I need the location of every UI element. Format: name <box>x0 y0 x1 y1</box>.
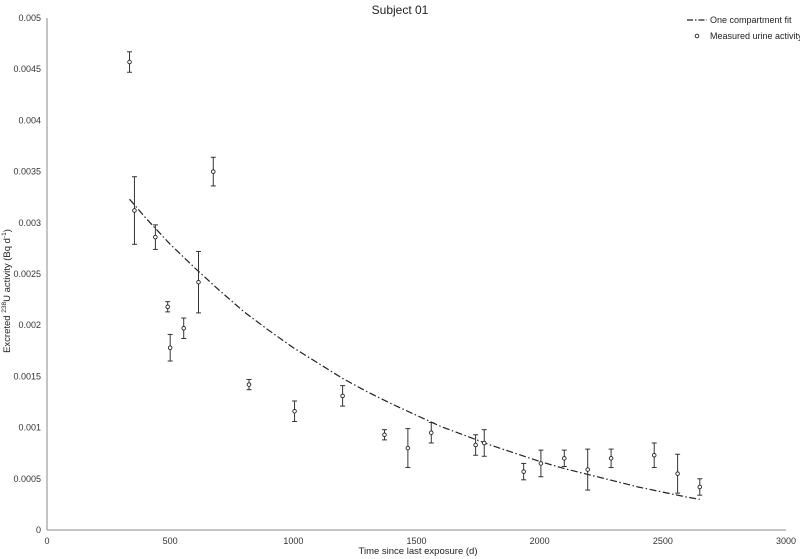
fit-curve <box>129 198 700 500</box>
y-tick-label: 0.005 <box>18 13 41 23</box>
data-point-marker <box>429 430 434 435</box>
data-point-marker <box>562 456 567 461</box>
data-point <box>473 434 479 456</box>
y-axis-title: Excreted 238U activity (Bq d-1) <box>1 229 13 353</box>
data-point <box>195 250 201 314</box>
data-point-marker <box>127 59 132 65</box>
y-tick-label: 0.0025 <box>13 269 41 279</box>
data-point-marker <box>651 452 657 458</box>
y-axis-title-part-1: Excreted <box>2 313 13 353</box>
y-tick-label: 0.002 <box>18 320 41 330</box>
data-point-marker <box>521 469 526 474</box>
data-point-marker <box>382 432 387 438</box>
x-tick-label: 2000 <box>530 536 550 546</box>
data-point-marker <box>405 445 411 451</box>
y-axis-title-part-2: U activity (Bq d <box>2 238 13 302</box>
data-point-marker <box>608 456 614 461</box>
legend: One compartment fit Measured urine activ… <box>687 15 800 41</box>
data-point <box>167 333 173 362</box>
data-point <box>675 453 681 494</box>
data-point <box>292 400 298 422</box>
data-point <box>585 448 591 491</box>
data-points-layer <box>127 51 703 496</box>
y-axis-title-part-3: ) <box>2 229 13 232</box>
x-tick-label: 1500 <box>406 536 426 546</box>
data-point <box>405 428 411 469</box>
data-point-marker <box>538 461 544 466</box>
y-axis-ticks: 0 0.0005 0.001 0.0015 0.002 0.0025 0.003 0.0035… <box>13 13 41 535</box>
data-point <box>608 448 614 469</box>
chart-title: Subject 01 <box>372 3 429 17</box>
data-point <box>651 442 657 469</box>
x-tick-label: 1000 <box>283 536 303 546</box>
data-point <box>561 449 567 468</box>
data-point-marker <box>181 326 186 331</box>
y-tick-label: 0.0035 <box>13 167 41 177</box>
data-point <box>165 301 171 313</box>
data-point-marker <box>167 345 173 350</box>
data-point-marker <box>153 234 158 240</box>
data-point <box>152 224 158 250</box>
legend-point-swatch <box>694 33 700 39</box>
data-point <box>181 317 187 340</box>
data-point-marker <box>473 442 478 448</box>
data-point-marker <box>292 408 297 414</box>
x-tick-label: 3000 <box>776 536 796 546</box>
data-point-marker <box>697 484 703 490</box>
data-point-marker <box>165 304 170 310</box>
x-axis-title: Time since last exposure (d) <box>359 546 478 557</box>
data-point-marker <box>196 279 201 285</box>
y-axis-title-superscript-1: 238 <box>1 302 8 313</box>
data-point-marker <box>211 169 216 174</box>
data-point-marker <box>585 467 590 472</box>
data-point <box>131 176 137 245</box>
data-point <box>538 449 544 478</box>
data-point <box>210 156 216 187</box>
data-point-marker <box>481 440 487 446</box>
x-tick-label: 2500 <box>653 536 673 546</box>
y-tick-label: 0.0005 <box>13 474 41 484</box>
legend-points-label: Measured urine activity <box>710 31 800 41</box>
x-axis-ticks: 0 500 1000 1500 2000 2500 3000 <box>44 536 796 546</box>
y-tick-label: 0.001 <box>18 423 41 433</box>
data-point <box>697 478 703 496</box>
data-point-marker <box>132 208 137 213</box>
data-point-marker <box>675 471 680 476</box>
data-point-marker <box>246 382 252 387</box>
legend-fit-label: One compartment fit <box>710 15 792 25</box>
y-axis-title-superscript-2: -1 <box>1 232 8 238</box>
data-point-marker <box>340 393 345 399</box>
data-point <box>340 385 346 407</box>
y-tick-label: 0.004 <box>18 115 41 125</box>
data-point <box>428 421 434 444</box>
data-point <box>246 378 252 391</box>
y-tick-label: 0.0015 <box>13 371 41 381</box>
x-tick-label: 500 <box>163 536 178 546</box>
data-point <box>521 462 527 481</box>
data-point <box>381 429 387 441</box>
y-tick-label: 0.0045 <box>13 64 41 74</box>
fit-curve-layer <box>129 198 700 500</box>
axes <box>46 18 786 531</box>
x-tick-label: 0 <box>44 536 49 546</box>
data-point <box>127 51 133 73</box>
y-tick-label: 0.003 <box>18 218 41 228</box>
y-tick-label: 0 <box>36 525 41 535</box>
data-point <box>481 429 487 457</box>
